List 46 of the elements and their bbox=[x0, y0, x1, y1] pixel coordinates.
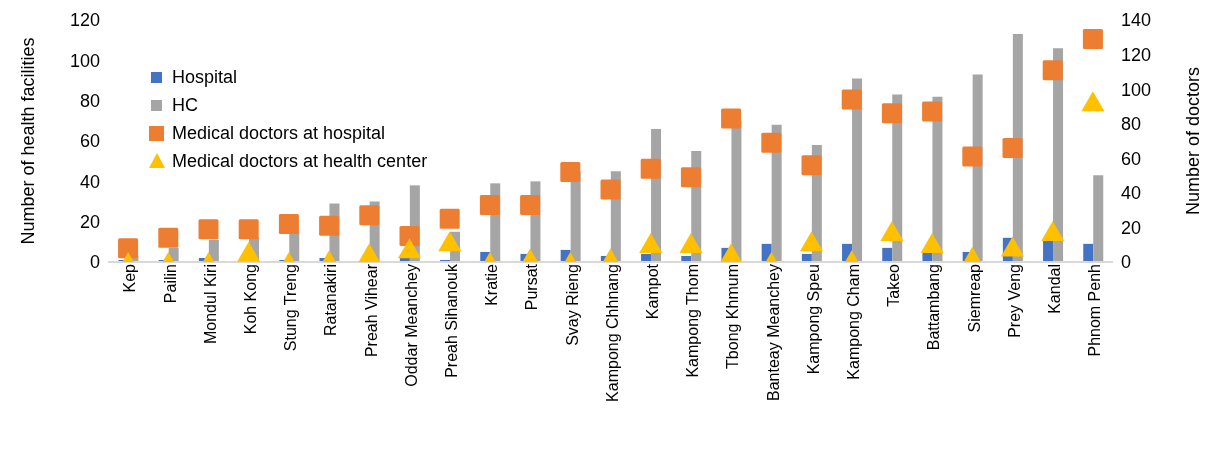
x-tick-label: Kampong Chhnang bbox=[603, 264, 621, 402]
x-tick-label: Stung Treng bbox=[282, 264, 300, 352]
y2-tick-label: 0 bbox=[1121, 252, 1132, 273]
x-tick-label: Ratanakiri bbox=[322, 264, 340, 337]
y2-tick-label: 60 bbox=[1121, 148, 1142, 169]
x-tick-label: Kandal bbox=[1046, 264, 1064, 314]
x-tick-label: Siemreap bbox=[965, 263, 983, 333]
legend-label: Medical doctors at hospital bbox=[172, 122, 386, 145]
y-axis-title: Number of health facilities bbox=[18, 37, 39, 245]
legend-label: Hospital bbox=[172, 66, 238, 89]
y2-axis-title: Number of doctors bbox=[1183, 66, 1204, 216]
y-tick-label: 20 bbox=[79, 212, 100, 233]
y-tick-label: 60 bbox=[79, 131, 100, 152]
x-tick-label: Kampong Thom bbox=[684, 264, 702, 378]
y2-tick-label: 100 bbox=[1121, 79, 1152, 100]
x-tick-label: Pursat bbox=[523, 263, 541, 311]
x-tick-label: Kampot bbox=[644, 263, 662, 320]
legend-label: Medical doctors at health center bbox=[172, 150, 428, 173]
x-tick-label: Mondul Kiri bbox=[201, 264, 219, 345]
x-tick-label: Kep bbox=[121, 263, 139, 293]
x-tick-label: Kampong Speu bbox=[804, 264, 822, 375]
x-tick-label: Svay Rieng bbox=[563, 264, 581, 346]
x-tick-label: Pailin bbox=[161, 264, 179, 304]
x-tick-label: Prey Veng bbox=[1005, 264, 1023, 338]
y-tick-label: 0 bbox=[89, 252, 100, 273]
y-tick-label: 80 bbox=[79, 91, 100, 112]
y-tick-label: 120 bbox=[69, 10, 100, 31]
x-tick-label: Preah Sihanouk bbox=[443, 263, 461, 378]
x-tick-label: Oddar Meanchey bbox=[402, 264, 420, 387]
x-tick-label: Kampong Cham bbox=[845, 264, 863, 380]
x-tick-label: Koh Kong bbox=[242, 264, 260, 335]
x-tick-label: Takeo bbox=[885, 263, 903, 307]
x-tick-label: Banteay Meanchey bbox=[764, 264, 782, 401]
y2-tick-label: 120 bbox=[1121, 44, 1152, 65]
y2-tick-label: 140 bbox=[1121, 10, 1152, 31]
y2-tick-label: 40 bbox=[1121, 183, 1142, 204]
y2-tick-label: 20 bbox=[1121, 217, 1142, 238]
x-tick-label: Battambang bbox=[925, 264, 943, 351]
y2-tick-label: 80 bbox=[1121, 114, 1142, 135]
y-tick-label: 100 bbox=[69, 50, 100, 71]
x-tick-label: Tbong Khmum bbox=[724, 264, 742, 369]
x-tick-label: Kratie bbox=[483, 263, 501, 306]
x-tick-label: Phnom Penh bbox=[1086, 264, 1104, 357]
y-tick-label: 40 bbox=[79, 171, 100, 192]
legend-label: HC bbox=[172, 94, 198, 117]
x-tick-label: Preah Vihear bbox=[362, 263, 380, 358]
